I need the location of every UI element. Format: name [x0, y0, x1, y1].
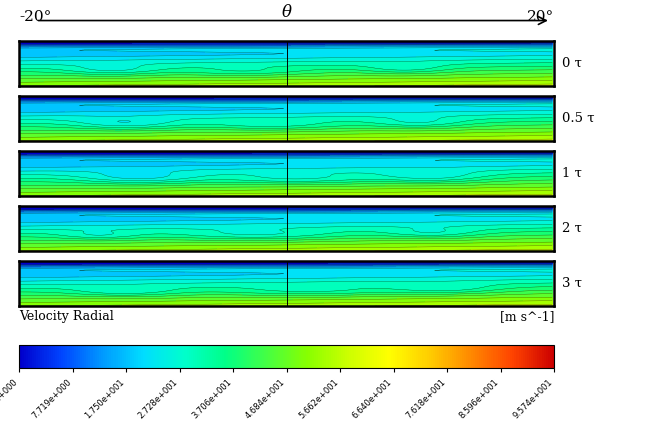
Text: -20°: -20° — [19, 9, 52, 24]
Text: [m s^-1]: [m s^-1] — [500, 310, 554, 323]
Text: 0.5 τ: 0.5 τ — [562, 112, 595, 125]
Text: 2 τ: 2 τ — [562, 222, 582, 235]
Text: 3 τ: 3 τ — [562, 277, 582, 290]
Text: Velocity Radial: Velocity Radial — [19, 310, 114, 323]
Text: 1 τ: 1 τ — [562, 167, 582, 180]
Text: 0 τ: 0 τ — [562, 57, 582, 70]
Text: θ: θ — [282, 4, 292, 21]
Text: 20°: 20° — [527, 9, 554, 24]
